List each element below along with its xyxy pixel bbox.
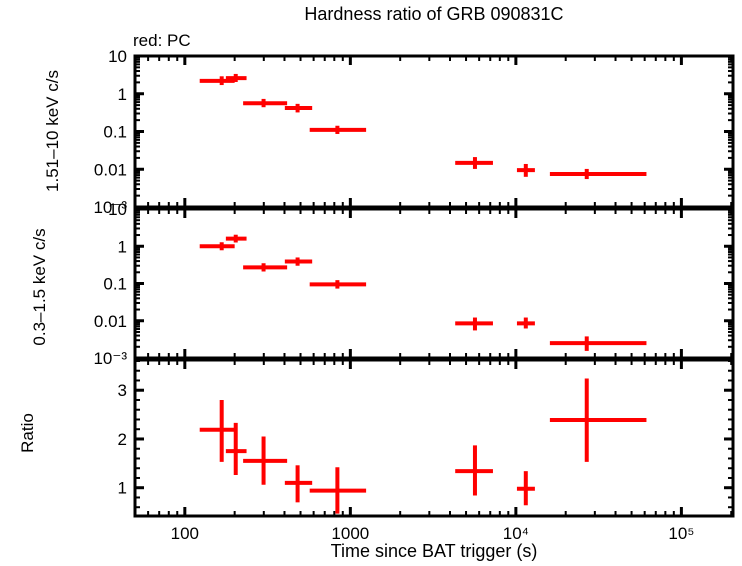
svg-text:10⁻³: 10⁻³ xyxy=(93,349,127,368)
figure-title: Hardness ratio of GRB 090831C xyxy=(304,4,564,24)
svg-text:10⁵: 10⁵ xyxy=(668,524,694,543)
x-axis-label: Time since BAT trigger (s) xyxy=(330,541,538,561)
svg-text:10⁴: 10⁴ xyxy=(503,524,529,543)
y-axis-label-soft-band: 0.3–1.5 keV c/s xyxy=(30,228,49,346)
legend-mode-annotation: red: PC xyxy=(133,31,191,50)
series-soft-band-count-rate-PC xyxy=(199,234,647,351)
svg-text:10⁻³: 10⁻³ xyxy=(93,198,127,217)
svg-text:1: 1 xyxy=(118,237,127,256)
svg-text:0.01: 0.01 xyxy=(94,312,127,331)
svg-text:100: 100 xyxy=(171,524,199,543)
svg-text:2: 2 xyxy=(118,430,127,449)
svg-text:0.1: 0.1 xyxy=(103,123,127,142)
svg-text:10: 10 xyxy=(108,47,127,66)
series-hardness-ratio-PC xyxy=(199,378,647,514)
svg-text:0.1: 0.1 xyxy=(103,275,127,294)
panel-soft-band-count-rate: 10 1 0.1 0.01 10⁻³ xyxy=(93,200,735,368)
svg-text:0.01: 0.01 xyxy=(94,160,127,179)
y-axis-label-ratio: Ratio xyxy=(18,413,37,453)
svg-text:3: 3 xyxy=(118,381,127,400)
svg-text:1000: 1000 xyxy=(331,524,369,543)
panel-hard-band-count-rate: 10 1 0.1 0.01 10⁻³ xyxy=(93,47,735,217)
series-hard-band-count-rate-PC xyxy=(199,73,647,180)
svg-text:1: 1 xyxy=(118,85,127,104)
y-axis-label-hard-band: 1.51–10 keV c/s xyxy=(43,70,62,192)
svg-text:1: 1 xyxy=(118,479,127,498)
panel-hardness-ratio: 1 2 3 100 1000 10⁴ 10⁵ xyxy=(118,358,735,543)
svg-text:10: 10 xyxy=(108,200,127,219)
